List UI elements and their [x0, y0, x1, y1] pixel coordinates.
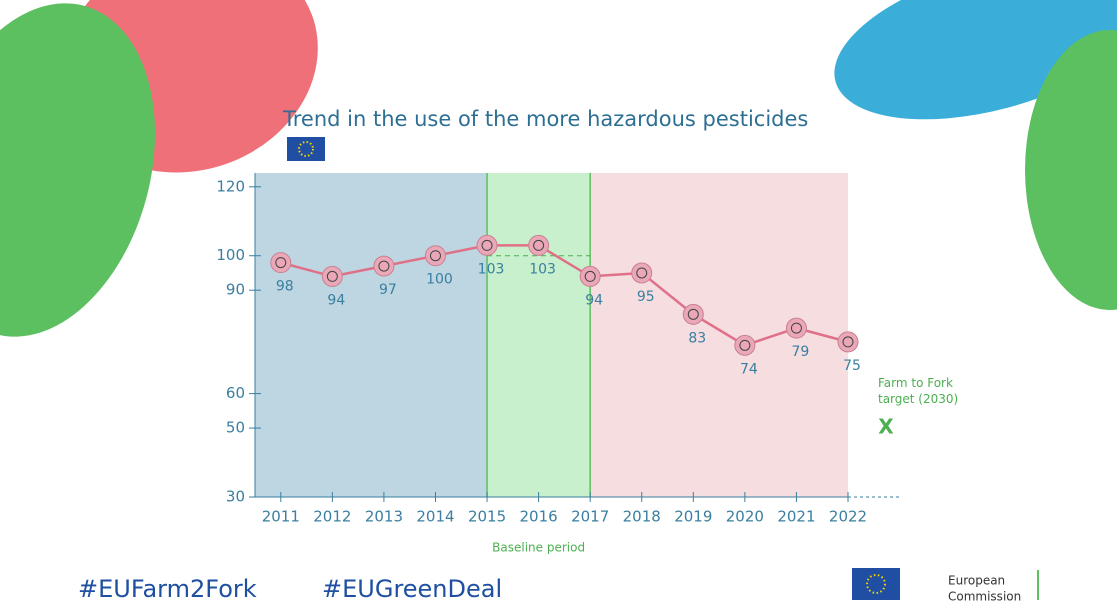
point-icon [275, 257, 287, 269]
data-label: 103 [478, 261, 505, 277]
y-tick-label: 30 [226, 488, 245, 506]
data-point [837, 331, 859, 353]
data-label: 74 [740, 361, 758, 377]
region-before [255, 173, 488, 497]
point-icon [429, 250, 441, 262]
data-point [579, 265, 601, 287]
x-tick-label: 2020 [726, 508, 764, 526]
y-tick-label: 100 [216, 246, 245, 264]
y-tick-label: 120 [216, 177, 245, 195]
x-tick-label: 2013 [365, 508, 403, 526]
y-tick-label: 50 [226, 419, 245, 437]
data-point [321, 265, 343, 287]
data-label: 98 [276, 279, 294, 295]
region-after [590, 173, 848, 497]
point-icon [687, 308, 699, 320]
data-label: 94 [327, 292, 345, 308]
data-point [631, 262, 653, 284]
point-icon [790, 322, 802, 334]
chart-title: Trend in the use of the more hazardous p… [282, 107, 808, 131]
target-label: Farm to Fork target (2030) [878, 376, 958, 406]
point-icon [533, 239, 545, 251]
data-point [424, 245, 446, 267]
ec-logo: European Commission [852, 568, 1039, 604]
baseline-label: Baseline period [492, 541, 585, 555]
data-point [270, 252, 292, 274]
x-tick-label: 2018 [623, 508, 661, 526]
hashtag: #EUGreenDeal [322, 575, 502, 603]
eu-stars [298, 141, 314, 157]
point-icon [584, 270, 596, 282]
data-label: 95 [637, 289, 655, 305]
decoration [0, 0, 1117, 337]
data-point [373, 255, 395, 277]
data-point [476, 234, 498, 256]
point-icon [378, 260, 390, 272]
hashtag: #EUFarm2Fork [78, 575, 257, 603]
plot: Baseline period 30 50 60 90 100 120 2011 2012 201… [216, 173, 958, 555]
x-tick-label: 2015 [468, 508, 506, 526]
x-tick-label: 2012 [313, 508, 351, 526]
data-label: 79 [792, 344, 810, 360]
x-tick-label: 2021 [777, 508, 815, 526]
x-tick-label: 2022 [829, 508, 867, 526]
region-baseline [487, 173, 591, 497]
point-icon [739, 339, 751, 351]
eu-flag [287, 137, 325, 161]
leaf [0, 3, 156, 337]
x-tick-label: 2017 [571, 508, 609, 526]
point-icon [326, 270, 338, 282]
data-point [785, 317, 807, 339]
logo-text: Commission [948, 590, 1021, 604]
x-tick-label: 2016 [520, 508, 558, 526]
y-tick-label: 90 [226, 281, 245, 299]
logo-flag [852, 568, 900, 600]
x-tick-label: 2014 [416, 508, 454, 526]
data-point [528, 234, 550, 256]
logo-stars [866, 574, 886, 594]
data-label: 75 [843, 358, 861, 374]
data-label: 83 [688, 330, 706, 346]
target-marker: X [878, 415, 894, 439]
logo-text: European [948, 574, 1005, 588]
point-icon [636, 267, 648, 279]
data-label: 94 [585, 292, 603, 308]
leaf [1025, 30, 1117, 310]
x-tick-label: 2019 [674, 508, 712, 526]
point-icon [481, 239, 493, 251]
data-point [682, 303, 704, 325]
data-point [734, 334, 756, 356]
x-tick-label: 2011 [262, 508, 300, 526]
data-label: 103 [529, 261, 556, 277]
y-tick-label: 60 [226, 384, 245, 402]
point-icon [842, 336, 854, 348]
data-label: 97 [379, 282, 397, 298]
data-label: 100 [426, 272, 453, 288]
